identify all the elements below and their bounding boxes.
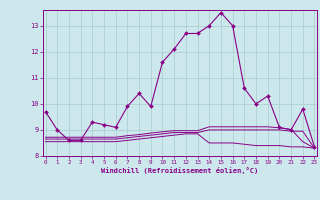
X-axis label: Windchill (Refroidissement éolien,°C): Windchill (Refroidissement éolien,°C) xyxy=(101,167,259,174)
